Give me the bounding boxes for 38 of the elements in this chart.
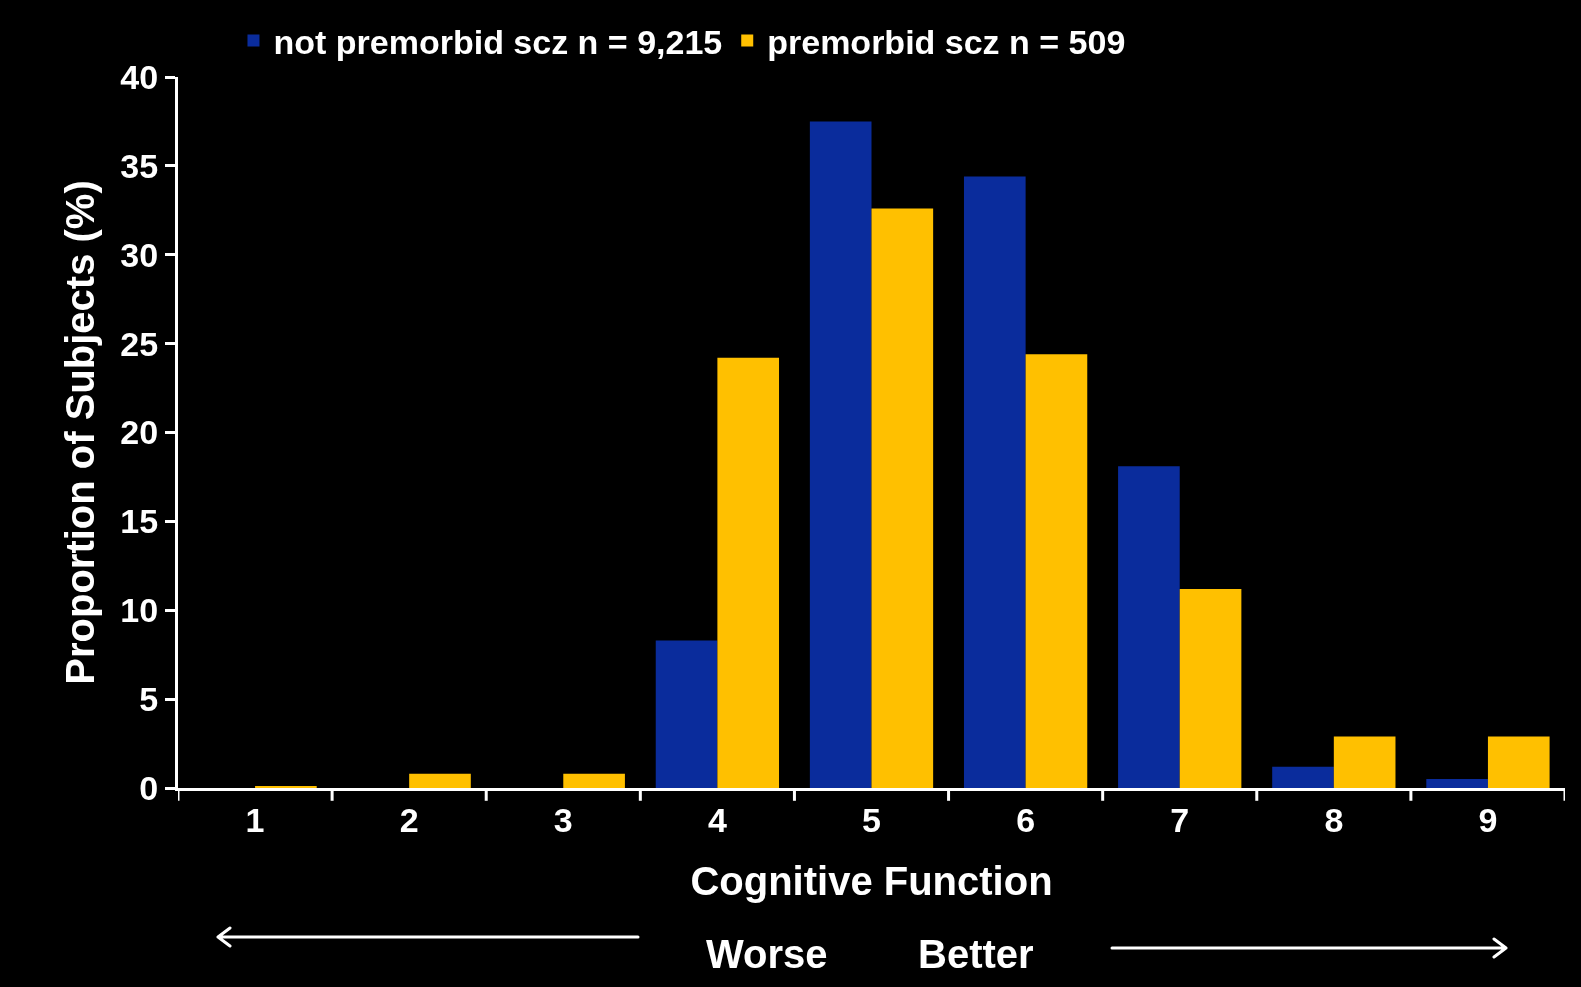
- bar: [1333, 736, 1396, 788]
- bar: [1487, 736, 1550, 788]
- bar: [809, 121, 872, 788]
- y-tick-label: 15: [120, 502, 159, 541]
- bar: [963, 176, 1026, 788]
- bar: [1426, 779, 1488, 788]
- x-tick-label: 3: [553, 800, 573, 839]
- y-tick-label: 35: [120, 146, 159, 185]
- x-tick-label: 7: [1170, 800, 1190, 839]
- y-tick-label: 30: [120, 235, 159, 274]
- x-tick-label: 5: [862, 800, 881, 839]
- bar: [1179, 588, 1242, 788]
- bar: [409, 773, 471, 788]
- x-tick-label: 6: [1016, 800, 1036, 839]
- y-tick-label: 10: [120, 591, 159, 630]
- bar: [717, 357, 780, 788]
- x-tick-label: 1: [245, 800, 265, 839]
- y-tick-label: 25: [120, 324, 159, 363]
- text: Worse: [706, 932, 828, 976]
- bar: [1025, 354, 1088, 788]
- y-tick-label: 40: [120, 57, 159, 96]
- x-tick-label: 4: [707, 800, 727, 839]
- legend-label: premorbid scz n = 509: [767, 22, 1126, 61]
- x-tick-label: 2: [399, 800, 419, 839]
- x-tick-label: 9: [1478, 800, 1498, 839]
- bar: [871, 208, 934, 788]
- bar: [563, 773, 625, 788]
- y-axis-title: Proportion of Subjects (%): [57, 180, 102, 685]
- legend-label: not premorbid scz n = 9,215: [273, 22, 723, 61]
- bar: [655, 640, 718, 788]
- bar: [1118, 466, 1180, 788]
- x-tick-label: 8: [1324, 800, 1344, 839]
- text: Better: [918, 932, 1034, 976]
- bar: [1272, 766, 1334, 788]
- y-tick-label: 20: [120, 413, 159, 452]
- x-axis-title: Cognitive Function: [690, 859, 1053, 904]
- y-tick-label: 0: [139, 768, 159, 807]
- y-tick-label: 5: [139, 680, 159, 719]
